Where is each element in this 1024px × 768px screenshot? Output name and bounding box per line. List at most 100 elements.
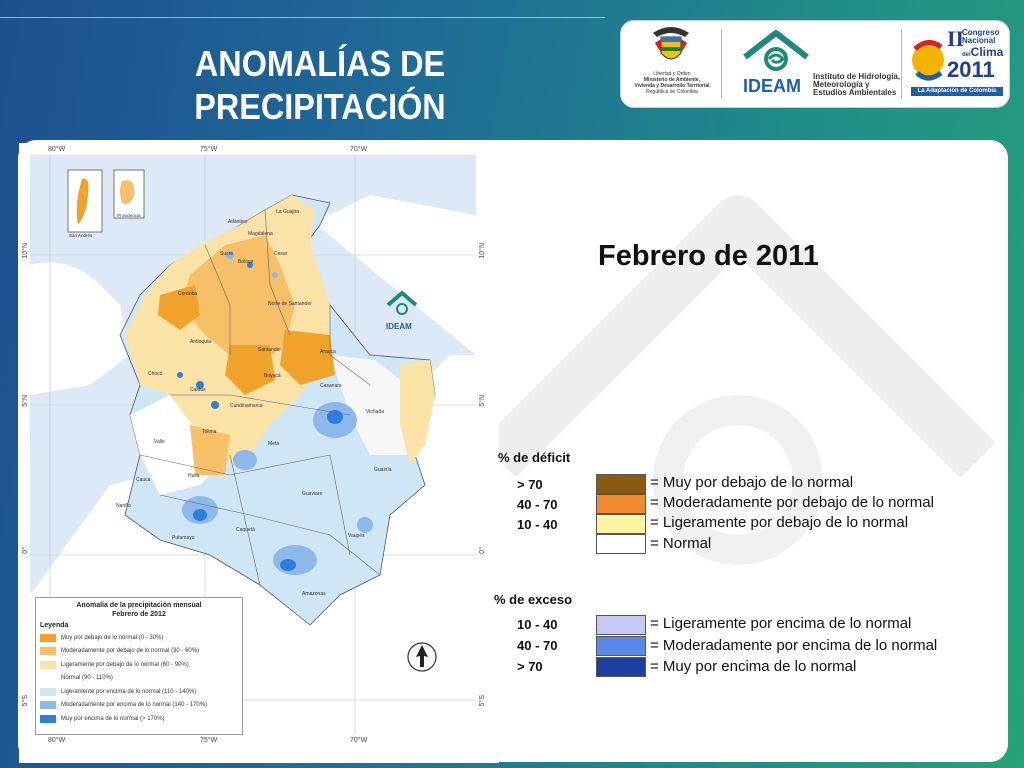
ministry-line-2: Ministerio de Ambiente,: [643, 77, 701, 83]
normal-swatch: [596, 534, 646, 554]
excess-amazonas-core: [280, 559, 296, 571]
dept-label-huila: Huila: [188, 473, 200, 479]
title-line-1: ANOMALÍAS DE: [194, 43, 446, 84]
dept-label-choco: Chocó: [148, 371, 163, 377]
legend-item: Moderadamente por debajo de lo normal (3…: [40, 645, 242, 659]
dept-label-cordoba: Córdoba: [178, 291, 197, 297]
dept-label-amazonas: Amazonas: [302, 591, 326, 597]
header-divider-line: [0, 17, 605, 18]
legend-swatch: [40, 687, 56, 696]
legend-swatch: [40, 633, 56, 642]
excess-swatch-strong: [596, 657, 646, 677]
lat-right-5s: 5°S: [479, 695, 486, 707]
lat-right-0: 0°: [479, 547, 486, 554]
excess-vaupes-spot: [357, 517, 373, 533]
deficit-strong-arauca: [280, 330, 335, 385]
legend-item-label: Ligeramente por debajo de lo normal (60 …: [61, 661, 189, 668]
dept-label-putumayo: Putumayo: [172, 535, 195, 541]
legend-title-2: Febrero de 2012: [112, 611, 166, 618]
dept-label-bolivar: Bolívar: [238, 259, 254, 265]
dept-label-arauca: Arauca: [320, 349, 336, 355]
excess-range-1: 10 - 40: [517, 617, 558, 632]
excess-point-2: [211, 401, 219, 409]
deficit-moderate-area: [180, 235, 295, 365]
dept-label-caqueta: Caquetá: [236, 527, 255, 533]
legend-swatch: [40, 701, 56, 710]
dept-label-la-guajira: La Guajira: [276, 209, 299, 215]
dept-label-atlantico: Atlántico: [228, 219, 247, 225]
legend-title-1: Anomalía de la precipitación mensual: [76, 602, 202, 609]
deficit-desc-3: = Ligeramente por debajo de lo normal: [650, 514, 909, 531]
title-line-2: PRECIPITACIÓN: [194, 86, 446, 127]
legend-item: Ligeramente por encima de lo normal (110…: [40, 685, 242, 699]
deficit-swatch-light: [596, 514, 646, 534]
lon-top-75: 75°W: [200, 146, 218, 153]
deficit-strong-santander: [225, 345, 275, 395]
ideam-name: IDEAM: [743, 76, 801, 96]
excess-putumayo-core: [193, 509, 207, 521]
legend-item: Ligeramente por debajo de lo normal (60 …: [40, 658, 242, 672]
congress-tagline: La Adaptación de Colombia: [911, 87, 1003, 96]
deficit-swatch-strong: [596, 474, 646, 494]
excess-meta-core: [327, 410, 343, 424]
ministry-line-1: Libertad y Orden: [653, 71, 691, 77]
excess-desc-1: = Ligeramente por encima de lo normal: [650, 615, 912, 632]
excess-range-2: 40 - 70: [517, 638, 558, 653]
date-title: Febrero de 2011: [598, 240, 819, 272]
lon-bottom-70: 70°W: [350, 737, 368, 744]
panama-land: [30, 262, 130, 395]
normal-area-east: [330, 355, 420, 455]
san-andres-island: [76, 178, 89, 225]
congress-logo-icon: [912, 40, 944, 81]
excess-label: % de exceso: [494, 592, 573, 607]
normal-desc: = Normal: [650, 535, 712, 552]
congress-small: del: [962, 52, 971, 58]
excess-point-6: [272, 272, 278, 278]
dept-label-magdalena: Magdalena: [248, 231, 273, 237]
dept-label-vichada: Vichada: [366, 409, 384, 415]
congress-word-1: Congreso: [962, 28, 1000, 37]
excess-point-1: [196, 381, 204, 389]
deficit-range-2: 40 - 70: [517, 497, 558, 512]
excess-point-5: [247, 262, 253, 268]
lat-right-10n: 10°N: [479, 243, 486, 259]
page-title: ANOMALÍAS DE PRECIPITACIÓN: [167, 42, 473, 128]
lat-left-10n: 10°N: [22, 243, 29, 259]
providencia-island: [120, 180, 135, 204]
ideam-full-2: Meteorología y: [813, 80, 870, 89]
lat-left-5n: 5°N: [22, 395, 29, 407]
deficit-label: % de déficit: [498, 450, 571, 465]
lat-right-5n: 5°N: [479, 395, 486, 407]
congress-word-2: Nacional: [962, 36, 996, 45]
ideam-logo-icon: [743, 30, 809, 71]
legend-item: Muy por debajo de lo normal (0 - 30%): [40, 631, 242, 645]
dept-label-guaviare: Guaviare: [302, 491, 323, 497]
legend-item-label: Normal (90 - 110%): [61, 675, 113, 682]
inset-label-providencia: Providencia: [117, 213, 141, 218]
legend-item: Muy por encima de lo normal (> 170%): [40, 712, 242, 726]
logos-banner: Libertad y Orden Ministerio de Ambiente,…: [620, 20, 1010, 108]
excess-desc-3: = Muy por encima de lo normal: [650, 658, 857, 675]
excess-amazonas-spot: [273, 545, 317, 575]
dept-label-santander: Santander: [258, 347, 281, 353]
dept-label-vaupes: Vaupés: [348, 533, 365, 539]
precipitation-anomaly-map: La Guajira Magdalena Atlántico Cesar Suc…: [30, 155, 476, 735]
dept-label-narino: Nariño: [116, 503, 131, 509]
dept-label-cundinamarca: Cundinamarca: [230, 403, 263, 409]
dept-label-antioquia: Antioquia: [190, 339, 211, 345]
legend-item-label: Moderadamente por encima de lo normal (1…: [61, 702, 208, 709]
dept-label-sucre: Sucre: [220, 251, 233, 257]
congress-roman: II: [947, 26, 965, 51]
dept-label-guainia: Guainía: [374, 467, 392, 473]
legend-subtitle: Leyenda: [40, 622, 69, 629]
map-ideam-text: IDEAM: [386, 322, 412, 331]
deficit-swatch-moderate: [596, 494, 646, 514]
map-legend: Anomalía de la precipitación mensual Feb…: [35, 597, 243, 735]
legend-item-label: Muy por encima de lo normal (> 170%): [61, 715, 165, 722]
dept-label-cesar: Cesar: [274, 251, 288, 257]
dept-label-boyaca: Boyacá: [264, 373, 281, 379]
legend-swatch: [40, 647, 56, 656]
legend-item: Moderadamente por encima de lo normal (1…: [40, 699, 242, 713]
legend-item-label: Ligeramente por encima de lo normal (110…: [61, 688, 197, 695]
excess-range-3: > 70: [517, 659, 543, 674]
